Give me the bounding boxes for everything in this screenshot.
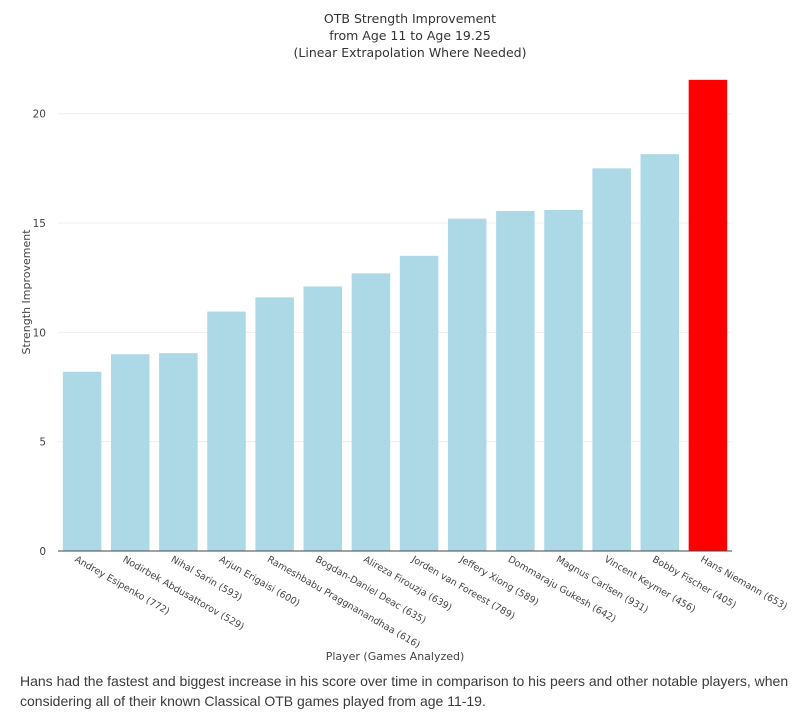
bar [544,209,583,551]
chart-title-line-1: OTB Strength Improvement [324,11,496,26]
x-tick-label: Bobby Fischer (405) [650,554,738,611]
bar-highlighted [688,79,728,552]
y-tick-label: 5 [39,437,46,449]
bar [110,354,150,551]
bar [592,168,631,552]
bars [62,79,728,552]
x-tick-label: Jeffery Xiong (589) [457,554,541,609]
chart-title-line-3: (Linear Extrapolation Where Needed) [294,45,527,60]
figure-caption: Hans had the fastest and biggest increas… [20,673,789,709]
y-axis-title: Strength Improvement [20,229,33,355]
chart-title-line-2: from Age 11 to Age 19.25 [329,28,491,43]
x-tick-label: Hans Niemann (653) [698,554,789,613]
y-tick-label: 0 [39,546,46,558]
chart-figure: 0 5 10 15 20 Andrey Esipenko (772) Nodirbek A… [20,11,789,663]
y-tick-label: 10 [33,327,46,339]
bar [255,297,294,551]
bar [496,211,535,552]
x-axis-title: Player (Games Analyzed) [326,650,465,663]
y-tick-label: 15 [33,218,46,230]
bar [207,311,246,551]
bar [351,273,391,551]
bar [640,154,680,552]
x-tick-labels: Andrey Esipenko (772)Nodirbek Abdusattor… [73,554,789,651]
bar [159,353,198,551]
bar-chart: 0 5 10 15 20 Andrey Esipenko (772)Nodirbek A… [20,11,789,663]
chart-title: OTB Strength Improvement from Age 11 to … [294,11,527,60]
bar [303,286,343,551]
x-tick-label: Arjun Erigaisi (600) [217,554,302,609]
bar [399,255,439,551]
y-tick-labels: 0 5 10 15 20 [33,109,46,558]
y-tick-label: 20 [33,109,46,121]
bar [447,218,487,551]
bar [62,371,102,551]
